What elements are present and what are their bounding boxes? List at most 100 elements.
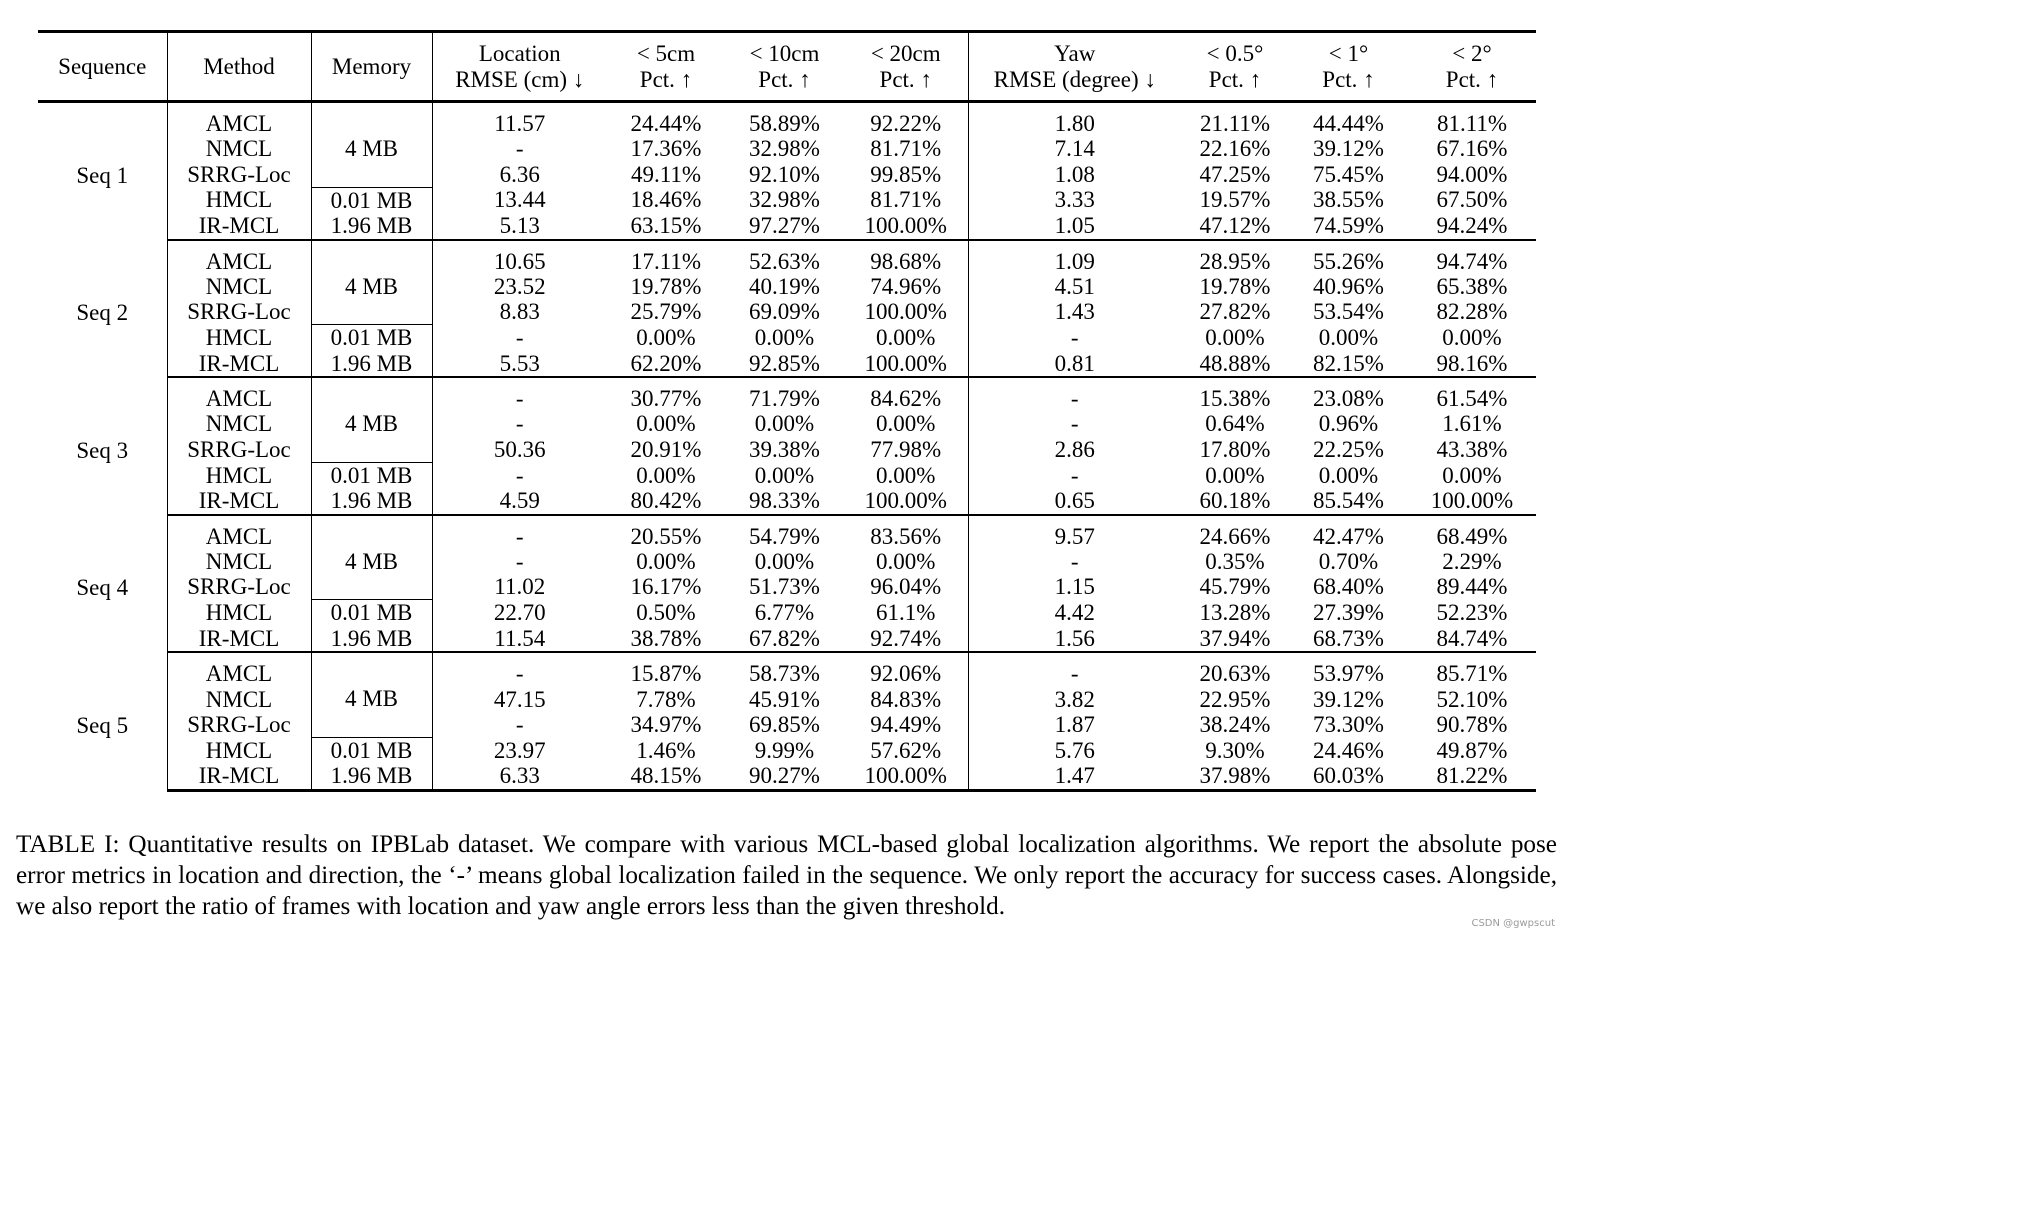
spacer-cell [1181, 240, 1289, 249]
value-cell: 20.91% [630, 436, 702, 462]
value-cell: 1.47 [968, 763, 1181, 792]
value-cell: 62.20% [607, 350, 725, 379]
method-cell: IR-MCL [167, 763, 312, 792]
table-row: IR-MCL 1.96 MB 5.13 63.15% 97.27% 100.00% 1.05… [38, 213, 1536, 241]
value-cell: 1.80 [1054, 111, 1095, 136]
value-cell: 40.19% [749, 273, 820, 299]
value-cell: 85.71% [1436, 661, 1508, 687]
table-row: Seq 4 AMCL 4 MB - 20.55% 54.79% 83.56% 9.57 24.6… [38, 523, 1536, 653]
table-row: Seq 5 AMCL 4 MB - 15.87% 58.73% 92.06% - 20.63% 5… [38, 661, 1536, 791]
table-row: NMCL - 0.00% 0.00% 0.00% - 0.64% 0.96% 1.61% [38, 411, 1536, 437]
method-cell: HMCL [167, 737, 312, 764]
value-cell: 0.00% [844, 324, 969, 351]
spacer-cell [844, 652, 969, 662]
value-cell: 24.46% [1313, 737, 1384, 763]
value-cell: 53.54% [1313, 299, 1384, 325]
value-cell: 9.57 [1054, 523, 1095, 549]
value-cell: 38.78% [607, 625, 725, 654]
value-cell: - [515, 386, 524, 412]
memory-cell: 4 MB [311, 248, 433, 325]
value-cell: 69.85% [749, 711, 820, 737]
value-cell: 94.24% [1408, 213, 1536, 241]
value-cell: 17.11% [630, 248, 702, 274]
table-row: IR-MCL 1.96 MB 6.33 48.15% 90.27% 100.00% 1.47… [38, 763, 1536, 792]
table-row: NMCL - 17.36% 32.98% 81.71% 7.14 22.16% 39.12% 6… [38, 136, 1536, 162]
value-cell: 47.15 [493, 686, 546, 712]
value-cell: 0.00% [754, 462, 815, 488]
spacer-cell [1408, 240, 1536, 249]
value-cell: 1.61% [1442, 411, 1502, 437]
header-yaw-line1: Yaw [1054, 41, 1096, 66]
value-cell: 44.44% [1313, 111, 1384, 136]
method-cell: AMCL [167, 386, 312, 412]
value-cell: 100.00% [844, 488, 969, 516]
value-cell: 0.50% [636, 600, 696, 626]
sequence-label: Seq 5 [38, 661, 168, 791]
value-cell: 92.06% [844, 661, 969, 687]
value-cell: 9.30% [1205, 737, 1265, 763]
value-cell: 0.00% [636, 462, 696, 488]
method-cell: AMCL [167, 111, 312, 137]
spacer-cell [725, 377, 844, 386]
value-cell: 9.99% [754, 737, 815, 763]
value-cell: 1.43 [1054, 299, 1095, 325]
value-cell: 65.38% [1436, 273, 1508, 299]
value-cell: 25.79% [630, 299, 702, 325]
header-lt-10cm-line1: < 10cm [749, 41, 820, 66]
value-cell: 7.14 [1054, 136, 1095, 162]
value-cell: 30.77% [630, 386, 702, 412]
table-row: Seq 1 AMCL 4 MB 11.57 24.44% 58.89% 92.22% 1.80… [38, 111, 1536, 240]
spacer-cell [844, 514, 969, 524]
value-cell: 90.27% [725, 763, 844, 792]
value-cell: 58.73% [749, 661, 820, 687]
spacer-cell [844, 239, 969, 249]
value-cell: 3.82 [1054, 686, 1095, 712]
value-cell: 84.83% [844, 686, 969, 712]
value-cell: 22.25% [1313, 436, 1384, 462]
value-cell: 92.22% [844, 111, 969, 137]
header-sequence: Sequence [38, 30, 168, 103]
results-table: Sequence Method Memory Location RMSE (cm)… [38, 30, 1536, 792]
value-cell: 2.29% [1442, 549, 1502, 574]
value-cell: 0.00% [1318, 462, 1379, 488]
value-cell: 45.79% [1199, 574, 1271, 600]
value-cell: 77.98% [844, 436, 969, 463]
spacer-cell [1408, 652, 1536, 661]
sequence-block: Seq 3 AMCL 4 MB - 30.77% 71.79% 84.62% - 15.38% 2… [38, 377, 1536, 516]
spacer-cell [725, 652, 844, 661]
header-location-line1: Location [478, 41, 561, 66]
value-cell: 0.00% [754, 325, 815, 350]
value-cell: 42.47% [1313, 523, 1384, 549]
method-cell: SRRG-Loc [167, 299, 312, 325]
value-cell: 57.62% [844, 737, 969, 764]
header-lt-2deg: < 2° Pct. ↑ [1408, 30, 1536, 103]
value-cell: 94.49% [844, 711, 969, 738]
value-cell: 10.65 [493, 248, 546, 274]
value-cell: 24.44% [630, 111, 702, 136]
spacer-cell [167, 652, 312, 662]
value-cell: - [515, 136, 524, 162]
table-row: SRRG-Loc 8.83 25.79% 69.09% 100.00% 1.43 27.82… [38, 299, 1536, 325]
spacer-cell [38, 239, 168, 249]
method-cell: SRRG-Loc [167, 436, 312, 463]
spacer-cell [38, 514, 168, 524]
header-yaw-line2: RMSE (degree) ↓ [993, 67, 1156, 92]
value-cell: 0.00% [754, 549, 815, 574]
value-cell: 67.82% [725, 625, 844, 654]
header-lt-5cm-line1: < 5cm [636, 41, 696, 66]
spacer-cell [1289, 515, 1408, 524]
value-cell: - [515, 411, 524, 437]
spacer-cell [1181, 515, 1289, 524]
table-row: Seq 2 AMCL 4 MB 10.65 17.11% 52.63% 98.68% 1.09… [38, 248, 1536, 378]
header-yaw-rmse: Yaw RMSE (degree) ↓ [968, 30, 1181, 103]
value-cell: - [1070, 386, 1079, 412]
value-cell: 11.54 [432, 625, 607, 654]
memory-cell: 1.96 MB [311, 763, 433, 792]
header-lt-2deg-line1: < 2° [1452, 41, 1492, 66]
value-cell: - [515, 462, 524, 488]
value-cell: 1.87 [1054, 711, 1095, 737]
value-cell: 68.40% [1313, 574, 1384, 600]
memory-cell: 1.96 MB [311, 350, 433, 379]
value-cell: 37.94% [1181, 625, 1289, 654]
spacer-cell [38, 377, 168, 387]
